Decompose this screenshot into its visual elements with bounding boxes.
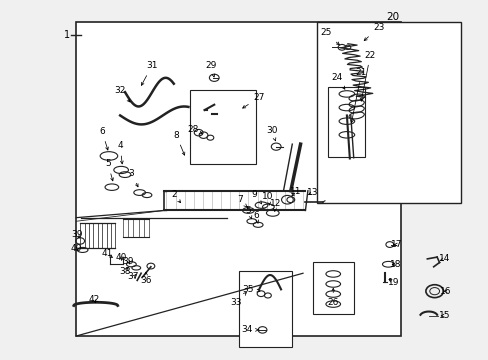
Text: 21: 21 (350, 68, 366, 123)
Text: 25: 25 (320, 28, 339, 45)
Text: 28: 28 (187, 125, 202, 134)
Text: 1: 1 (63, 30, 69, 40)
Text: 40: 40 (116, 253, 127, 262)
Text: 3: 3 (128, 169, 138, 187)
Bar (328, 87, 364, 157)
Text: 19: 19 (387, 278, 399, 287)
Bar (76, 22, 400, 336)
Text: 10: 10 (262, 192, 273, 205)
Text: 35: 35 (242, 285, 260, 294)
Bar (312, 262, 353, 315)
Text: 27: 27 (242, 93, 264, 108)
Text: 12: 12 (269, 199, 280, 211)
Bar (189, 90, 255, 164)
Text: 39: 39 (71, 230, 83, 239)
Text: 9: 9 (251, 190, 261, 204)
Text: 33: 33 (229, 292, 246, 307)
Text: 36: 36 (140, 272, 151, 285)
Text: 23: 23 (364, 23, 384, 41)
Text: 41: 41 (101, 249, 112, 258)
Text: 2: 2 (171, 190, 180, 203)
Text: 37: 37 (127, 272, 139, 281)
Text: 11: 11 (290, 187, 301, 196)
Text: 8: 8 (173, 131, 184, 155)
Text: 17: 17 (390, 240, 402, 249)
Text: 13: 13 (306, 188, 318, 197)
Text: 42: 42 (88, 294, 100, 303)
Text: 32: 32 (114, 86, 130, 102)
Text: 20: 20 (386, 12, 399, 22)
Text: 5: 5 (245, 206, 251, 219)
Text: 38: 38 (120, 267, 131, 276)
Text: 7: 7 (236, 195, 247, 207)
Text: 24: 24 (331, 73, 344, 89)
Text: 26: 26 (327, 288, 338, 307)
Text: 16: 16 (439, 287, 450, 296)
Text: 39: 39 (122, 257, 134, 266)
Text: 30: 30 (265, 126, 277, 141)
Text: 14: 14 (438, 255, 449, 264)
Text: 18: 18 (389, 260, 401, 269)
Bar (238, 271, 292, 347)
Text: 4: 4 (117, 141, 123, 164)
Text: 29: 29 (205, 62, 217, 77)
Text: 15: 15 (438, 311, 449, 320)
Text: 5: 5 (105, 159, 113, 181)
Text: 31: 31 (141, 62, 157, 85)
Text: 22: 22 (360, 51, 375, 101)
Text: 34: 34 (241, 325, 258, 334)
Text: 6: 6 (253, 211, 259, 223)
Text: 6: 6 (99, 127, 108, 150)
Text: 40: 40 (70, 244, 82, 253)
Bar (316, 22, 460, 203)
